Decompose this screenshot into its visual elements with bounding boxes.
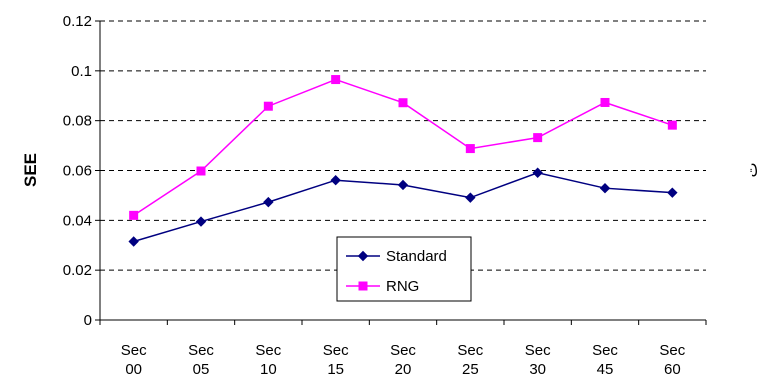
y-tick-label: 0 [84,312,92,329]
y-tick-label: 0.12 [63,13,92,30]
data-series [128,75,678,247]
data-point-diamond [330,175,341,186]
data-point-diamond [465,192,476,203]
data-point-square [533,133,543,143]
data-point-square [331,75,341,85]
x-tick-label: Sec 60 [659,342,685,378]
x-axis-ticks: Sec 00 Sec 05 Sec 10 Sec 15 Sec 20 Sec 25 Sec 30 Sec 45… [99,320,707,378]
x-tick-label: Sec 30 [525,342,551,378]
y-axis-label: SEE [21,153,40,187]
legend-item: RNG [346,278,419,295]
y-tick-label: 0.04 [63,212,92,229]
data-point-diamond [357,250,369,262]
data-point-diamond [397,179,409,191]
y-axis-ticks: 0 0.02 0.04 0.06 0.08 0.1 0.12 [63,13,100,329]
data-point-diamond [667,187,678,198]
data-point-diamond [599,182,611,194]
x-tick-label: Sec 00 [121,342,147,378]
data-point-diamond [263,196,274,208]
x-tick-label: Sec 45 [592,342,618,378]
gridlines [100,20,706,271]
x-tick-label: Sec 10 [255,342,281,378]
data-point-square [196,166,206,176]
x-tick-label: Sec 20 [390,342,416,378]
legend-label: RNG [386,278,419,295]
legend: Standard RNG [336,236,472,302]
y-tick-label: 0.02 [63,262,92,279]
data-point-square [358,281,368,291]
y-tick-label: 0.08 [63,113,92,130]
series-standard [128,167,678,247]
legend-item: Standard [346,248,447,265]
data-point-square [600,97,610,107]
y-tick-label: 0.1 [71,63,92,80]
data-point-square [129,210,139,220]
data-point-square [667,120,677,130]
data-point-square [465,144,475,154]
data-point-diamond [128,236,139,247]
x-tick-label: Sec 05 [188,342,214,378]
side-mark: ت [742,162,761,177]
x-tick-label: Sec 15 [323,342,349,378]
data-point-square [398,98,408,108]
legend-label: Standard [386,248,447,265]
data-point-square [263,101,273,111]
data-point-diamond [532,167,543,178]
x-tick-label: Sec 25 [457,342,483,378]
data-point-diamond [195,216,207,227]
y-tick-label: 0.06 [63,163,92,180]
series-rng [129,75,677,220]
